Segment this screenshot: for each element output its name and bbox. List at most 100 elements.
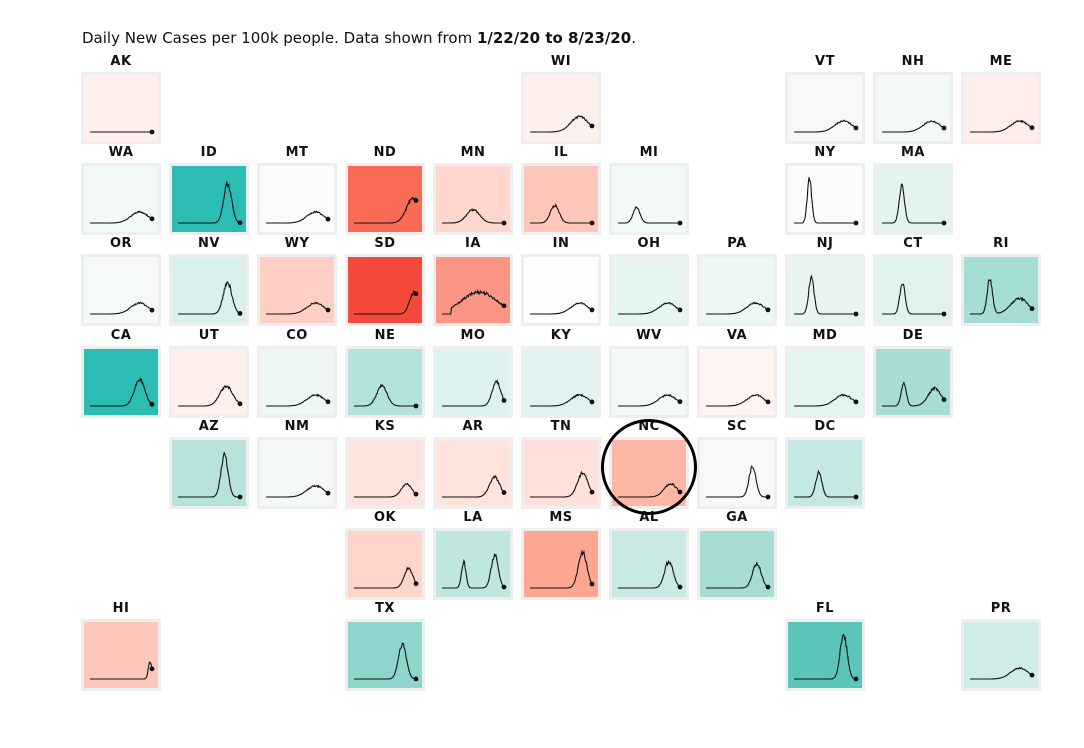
tile-label: IL (553, 145, 569, 161)
sparkline-path (530, 302, 593, 315)
sparkline-path (530, 115, 592, 133)
sparkline-endpoint (413, 491, 419, 497)
sparkline (442, 208, 507, 226)
sparkline-endpoint (941, 220, 947, 226)
tile-box (433, 345, 513, 418)
sparkline-endpoint (941, 396, 947, 402)
tile-box (81, 619, 161, 692)
sparkline (706, 301, 771, 315)
sparkline (266, 484, 331, 498)
tile-label: HI (112, 601, 130, 617)
sparkline (442, 378, 507, 407)
sparkline-path (530, 470, 593, 498)
sparkline (618, 302, 683, 315)
tile-label: MI (639, 145, 659, 161)
tile-label: NJ (816, 236, 834, 252)
tile-box (433, 163, 513, 236)
sparkline (90, 129, 155, 135)
sparkline (354, 197, 419, 224)
tile-box (697, 528, 777, 600)
tile-label: KS (374, 418, 396, 434)
sparkline-path (90, 661, 153, 680)
tile-label: SD (374, 236, 396, 252)
chart-title: Daily New Cases per 100k people. Data sh… (82, 29, 636, 47)
tile-box (433, 436, 513, 509)
tile-label: NE (374, 327, 396, 343)
sparkline-endpoint (853, 220, 859, 226)
tile-box (873, 254, 953, 327)
sparkline-path (442, 553, 505, 589)
sparkline (530, 470, 595, 498)
sparkline (882, 183, 947, 226)
sparkline-path (178, 384, 241, 407)
title-prefix: Daily New Cases per 100k people. Data sh… (82, 29, 477, 47)
sparkline-endpoint (677, 398, 683, 404)
tile-label: VT (815, 54, 835, 69)
sparkline-path (266, 393, 329, 407)
sparkline-endpoint (413, 581, 419, 587)
tile-label: ID (200, 145, 218, 161)
sparkline-path (882, 120, 945, 133)
sparkline-path (266, 301, 329, 315)
tile-box (873, 345, 953, 418)
sparkline (706, 561, 771, 590)
sparkline (794, 469, 859, 500)
sparkline (530, 393, 595, 407)
tile-box (257, 163, 337, 236)
tile-box (785, 436, 865, 509)
sparkline-endpoint (765, 307, 771, 313)
sparkline-endpoint (149, 129, 155, 135)
tile-label: MA (901, 145, 925, 161)
sparkline (178, 451, 243, 500)
sparkline-path (90, 210, 153, 224)
sparkline-endpoint (1029, 125, 1035, 131)
sparkline-endpoint (589, 123, 595, 129)
sparkline (530, 302, 595, 315)
sparkline-endpoint (237, 494, 243, 500)
sparkline-path (354, 482, 417, 498)
sparkline-path (442, 378, 505, 407)
sparkline (706, 393, 771, 407)
tile-box (81, 254, 161, 327)
tile-label: MT (285, 145, 309, 161)
sparkline (354, 566, 419, 589)
tile-label: NM (284, 418, 310, 434)
sparkline-endpoint (237, 220, 243, 226)
tile-box (169, 345, 249, 418)
sparkline (794, 119, 859, 133)
title-start-date: 1/22/20 (476, 29, 541, 47)
tile-label: AZ (198, 418, 220, 434)
tile-box (81, 345, 161, 418)
tile-box (697, 436, 777, 509)
sparkline-endpoint (677, 220, 683, 226)
sparkline-path (618, 206, 680, 224)
sparkline-path (90, 377, 153, 407)
tile-label: IN (552, 236, 570, 252)
tile-box (873, 72, 953, 144)
sparkline (618, 559, 683, 590)
tile-box (257, 436, 337, 509)
sparkline-endpoint (149, 666, 155, 672)
tile-box (345, 163, 425, 236)
sparkline-path (706, 393, 769, 407)
sparkline (706, 464, 771, 500)
tile-box (785, 163, 865, 236)
sparkline (530, 549, 595, 589)
sparkline (90, 661, 155, 680)
sparkline-path (794, 274, 856, 315)
sparkline (266, 393, 331, 407)
tile-label: RI (993, 236, 1009, 252)
tile-box (169, 163, 249, 236)
tile-label: MN (460, 145, 486, 161)
tile-label: AR (462, 418, 484, 434)
sparkline-path (882, 283, 944, 315)
sparkline-path (354, 197, 417, 224)
sparkline-endpoint (413, 291, 419, 297)
sparkline-endpoint (1029, 672, 1035, 678)
tile-label: VA (726, 327, 748, 343)
tile-label: NV (198, 236, 220, 252)
sparkline-path (442, 289, 505, 315)
sparkline-endpoint (765, 399, 771, 404)
tile-box (609, 163, 689, 236)
sparkline (442, 289, 507, 315)
